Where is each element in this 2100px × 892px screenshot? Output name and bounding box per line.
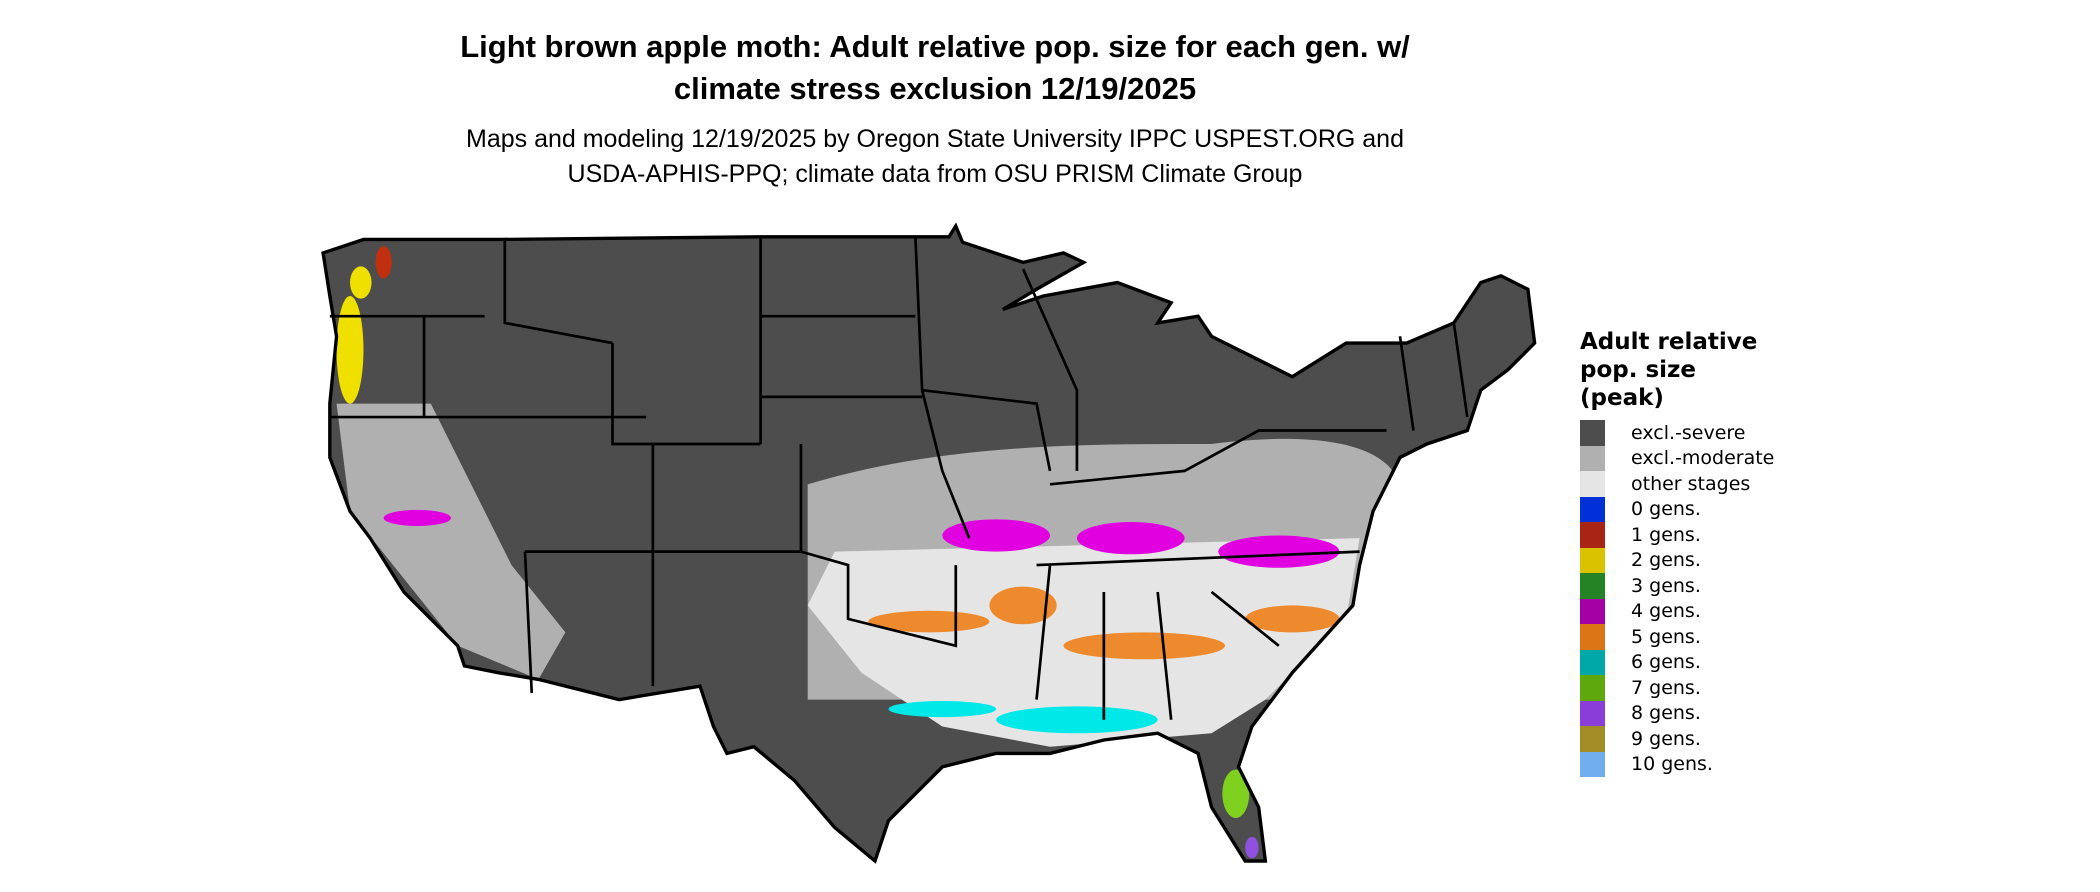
legend-swatch	[1580, 420, 1605, 446]
legend-item: 1 gens.	[1580, 522, 1774, 548]
legend-label: excl.-moderate	[1631, 447, 1775, 470]
legend-label: 8 gens.	[1631, 702, 1701, 725]
gen5-band-2	[989, 586, 1057, 625]
legend-item: other stages	[1580, 471, 1774, 497]
legend-swatch	[1580, 445, 1605, 471]
gen6-band-1	[888, 700, 997, 718]
legend-title-line-1: Adult relative	[1580, 329, 1758, 355]
legend-swatch	[1580, 751, 1605, 777]
legend-swatch	[1580, 624, 1605, 650]
legend-swatch	[1580, 726, 1605, 752]
gen4-nevada	[383, 509, 451, 527]
gen4-band-1	[942, 519, 1050, 552]
legend-title-line-3: (peak)	[1580, 385, 1664, 411]
gen2-washington	[350, 266, 372, 299]
gen5-band-1	[868, 610, 990, 633]
legend-swatch	[1580, 675, 1605, 701]
moderate-west	[336, 403, 566, 680]
map-subtitle: Maps and modeling 12/19/2025 by Oregon S…	[335, 122, 1535, 192]
gen1-washington	[375, 246, 392, 279]
legend-swatch	[1580, 700, 1605, 726]
legend-item: 8 gens.	[1580, 700, 1774, 726]
legend-label: 0 gens.	[1631, 498, 1701, 521]
subtitle-line-2: USDA-APHIS-PPQ; climate data from OSU PR…	[567, 160, 1303, 188]
gen5-band-4	[1245, 605, 1340, 633]
legend-item: 4 gens.	[1580, 598, 1774, 624]
gen6-band-2	[996, 706, 1158, 734]
legend-label: 10 gens.	[1631, 753, 1713, 776]
legend-title: Adult relative pop. size (peak)	[1580, 328, 1774, 412]
legend-items: excl.-severe excl.-moderate other stages 0 …	[1580, 420, 1774, 777]
legend-label: excl.-severe	[1631, 421, 1746, 444]
legend-item: 2 gens.	[1580, 547, 1774, 573]
legend-swatch	[1580, 471, 1605, 497]
legend-swatch	[1580, 649, 1605, 675]
legend-item: 3 gens.	[1580, 573, 1774, 599]
legend-item: 10 gens.	[1580, 751, 1774, 777]
legend-label: 4 gens.	[1631, 600, 1701, 623]
legend-title-line-2: pop. size	[1580, 357, 1697, 383]
legend-label: 7 gens.	[1631, 676, 1701, 699]
title-line-2: climate stress exclusion 12/19/2025	[673, 71, 1197, 106]
legend-label: 2 gens.	[1631, 549, 1701, 572]
gen2-oregon	[336, 295, 364, 404]
gen8-florida	[1245, 836, 1259, 859]
legend-label: 5 gens.	[1631, 625, 1701, 648]
legend: Adult relative pop. size (peak) excl.-se…	[1580, 328, 1774, 777]
legend-label: 9 gens.	[1631, 727, 1701, 750]
state-borders	[329, 236, 1469, 720]
gen5-band-3	[1063, 632, 1225, 660]
legend-label: other stages	[1631, 472, 1751, 495]
gen4-band-3	[1218, 535, 1340, 568]
legend-item: 5 gens.	[1580, 624, 1774, 650]
legend-label: 6 gens.	[1631, 651, 1701, 674]
legend-swatch	[1580, 573, 1605, 599]
legend-swatch	[1580, 496, 1605, 522]
legend-swatch	[1580, 522, 1605, 548]
legend-item: 7 gens.	[1580, 675, 1774, 701]
legend-swatch	[1580, 598, 1605, 624]
legend-label: 3 gens.	[1631, 574, 1701, 597]
legend-item: 0 gens.	[1580, 496, 1774, 522]
title-line-1: Light brown apple moth: Adult relative p…	[460, 29, 1410, 64]
legend-item: 6 gens.	[1580, 649, 1774, 675]
legend-label: 1 gens.	[1631, 523, 1701, 546]
legend-item: excl.-severe	[1580, 420, 1774, 446]
gen4-band-2	[1076, 522, 1185, 555]
gen7-florida	[1222, 769, 1250, 819]
legend-item: 9 gens.	[1580, 726, 1774, 752]
map-title: Light brown apple moth: Adult relative p…	[335, 26, 1535, 110]
subtitle-line-1: Maps and modeling 12/19/2025 by Oregon S…	[466, 125, 1404, 153]
legend-swatch	[1580, 547, 1605, 573]
legend-item: excl.-moderate	[1580, 445, 1775, 471]
